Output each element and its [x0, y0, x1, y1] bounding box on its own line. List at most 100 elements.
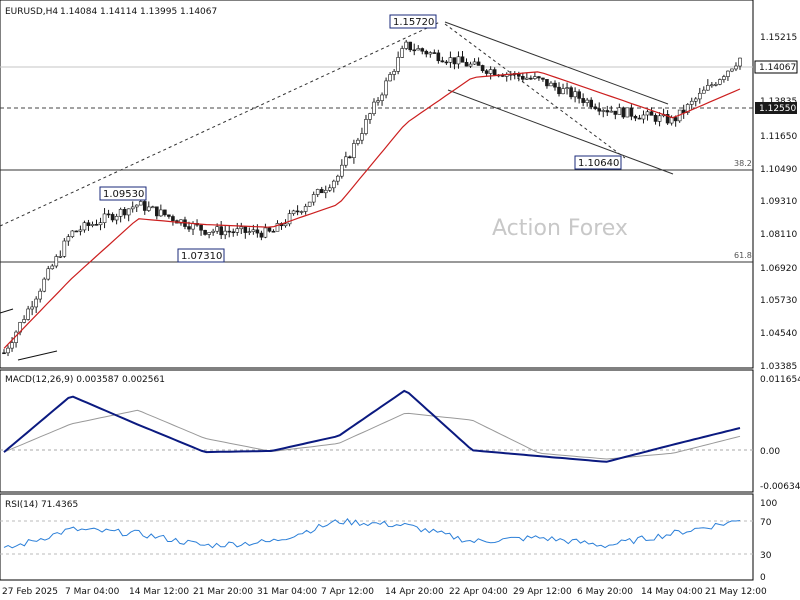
- candle-body: [714, 83, 718, 86]
- candle-body: [738, 57, 742, 67]
- candle-body: [22, 319, 26, 323]
- candle-body: [307, 201, 312, 207]
- candle-body: [645, 111, 650, 116]
- candle-body: [187, 226, 191, 230]
- annotation-text: 1.09530: [103, 189, 144, 200]
- candle-body: [118, 209, 123, 217]
- close-value: 1.14067: [180, 7, 217, 17]
- candle-body: [388, 74, 392, 82]
- macd-tick: 0.011654: [760, 375, 800, 385]
- annotation-low-107310: 1.07310: [177, 248, 225, 263]
- candle-body: [657, 115, 662, 122]
- price-tick: 1.09310: [760, 197, 797, 207]
- candle-body: [589, 99, 593, 108]
- candle-body: [287, 213, 292, 225]
- candle-body: [336, 175, 340, 182]
- current-price-tag: 1.14067: [754, 60, 798, 74]
- candle-body: [392, 71, 396, 75]
- price-tick: 1.08110: [760, 230, 797, 240]
- candle-body: [734, 65, 738, 70]
- candle-body: [211, 230, 215, 233]
- annotation-low-110640: 1.10640: [574, 155, 622, 170]
- candle-body: [404, 41, 408, 49]
- candle-body: [263, 227, 268, 238]
- candle-body: [472, 61, 477, 65]
- candle-body: [239, 226, 244, 230]
- candle-body: [98, 222, 103, 226]
- x-axis: 27 Feb 2025 7 Mar 04:00 14 Mar 12:00 21 …: [2, 587, 767, 597]
- candle-body: [669, 117, 674, 124]
- candle-body: [259, 232, 264, 238]
- candle-body: [34, 298, 38, 308]
- candle-body: [348, 156, 352, 159]
- candle-body: [327, 187, 332, 191]
- candle-body: [665, 114, 670, 124]
- candle-body: [66, 236, 71, 242]
- candle-body: [557, 86, 561, 95]
- candle-body: [167, 214, 171, 217]
- moving-average-line: [3, 71, 741, 349]
- candle-body: [30, 306, 34, 310]
- candle-body: [529, 77, 533, 80]
- candle-body: [82, 222, 87, 231]
- x-tick: 14 Mar 12:00: [129, 587, 189, 597]
- candle-body: [295, 210, 300, 213]
- price-tick: 1.05730: [760, 296, 797, 306]
- candle-body: [376, 100, 380, 103]
- candle-body: [541, 77, 545, 80]
- level-price-text: 1.12550: [759, 104, 796, 114]
- annotation-box: [99, 186, 147, 201]
- candle-body: [521, 76, 525, 80]
- support-line-short: [17, 350, 58, 361]
- fib-382-label: 38.2: [734, 159, 752, 168]
- candle-body: [488, 69, 493, 74]
- current-price-text: 1.14067: [759, 63, 796, 73]
- macd-main-line: [3, 389, 741, 463]
- candle-body: [315, 189, 320, 195]
- candle-body: [372, 101, 376, 114]
- candle-body: [110, 214, 115, 221]
- candle-body: [126, 208, 131, 216]
- candle-body: [697, 92, 702, 100]
- low-value: 1.13995: [140, 7, 177, 17]
- candle-body: [525, 77, 529, 80]
- candle-body: [62, 240, 67, 257]
- trendline-dotted-up: [0, 21, 441, 227]
- candle-body: [106, 213, 111, 216]
- candle-body: [384, 80, 388, 96]
- candle-body: [352, 143, 356, 158]
- candle-body: [452, 57, 457, 65]
- annotation-text: 1.15720: [393, 17, 434, 28]
- candle-body: [593, 106, 598, 109]
- candle-body: [78, 229, 83, 232]
- candle-body: [163, 209, 167, 216]
- candle-body: [46, 268, 51, 280]
- candle-body: [730, 68, 734, 72]
- candle-body: [58, 256, 63, 258]
- candle-body: [718, 79, 722, 85]
- candle-body: [585, 99, 589, 103]
- candle-body: [436, 52, 441, 62]
- candle-body: [537, 76, 541, 79]
- candle-body: [573, 91, 577, 98]
- candle-body: [368, 113, 372, 120]
- candle-body: [605, 110, 610, 113]
- candle-body: [364, 119, 368, 134]
- candle-body: [533, 76, 537, 79]
- rsi-tick: 30: [760, 551, 772, 561]
- candle-body: [416, 48, 421, 51]
- candle-body: [291, 210, 296, 214]
- candle-body: [331, 180, 336, 189]
- candle-body: [231, 231, 236, 234]
- price-tick: 1.10490: [760, 165, 797, 175]
- candle-body: [344, 156, 348, 166]
- candle-body: [86, 222, 91, 226]
- candle-body: [207, 232, 211, 235]
- candle-body: [360, 133, 364, 141]
- candle-body: [424, 50, 429, 55]
- price-tick: 1.06920: [760, 264, 797, 274]
- trendline-dotted-down: [444, 23, 626, 159]
- candle-body: [227, 230, 232, 233]
- x-tick: 22 Apr 04:00: [449, 587, 508, 597]
